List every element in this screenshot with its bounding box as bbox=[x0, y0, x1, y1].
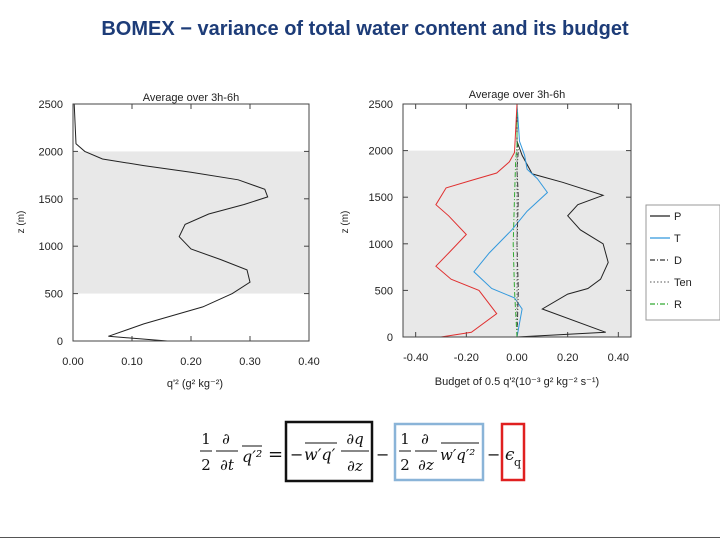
left-chart-ylabel: z (m) bbox=[16, 211, 27, 234]
eq-lhs-variance: q′² bbox=[242, 447, 262, 466]
eq-lhs-half-num: 1 bbox=[201, 430, 211, 448]
right-xtick-label-1: -0.20 bbox=[454, 352, 479, 364]
left-xtick-label-2: 0.20 bbox=[180, 356, 201, 368]
right-chart-lines bbox=[435, 103, 609, 338]
right-chart-ylabel: z (m) bbox=[340, 211, 351, 234]
legend-label-r: R bbox=[674, 299, 682, 311]
eq-lhs-partial: ∂ bbox=[222, 430, 230, 448]
eq-term2-box bbox=[393, 422, 485, 482]
eq-term3-box bbox=[500, 422, 526, 482]
left-chart-line-q-variance bbox=[73, 103, 269, 342]
right-chart-line-r bbox=[512, 104, 518, 338]
right-ytick-label-4: 2000 bbox=[369, 146, 393, 158]
right-chart-ticklabels: -0.40 -0.20 0.00 0.20 0.40 0 500 1000 1500 2000 25… bbox=[369, 99, 630, 364]
eq-term3-subscript: q bbox=[514, 456, 521, 469]
right-ytick-label-1: 500 bbox=[375, 285, 393, 297]
eq-equals: = bbox=[268, 444, 283, 465]
right-xtick-label-0: -0.40 bbox=[403, 352, 428, 364]
left-xtick-label-4: 0.40 bbox=[298, 356, 319, 368]
eq-term2-half-den: 2 bbox=[400, 456, 410, 474]
right-xtick-label-2: 0.00 bbox=[506, 352, 527, 364]
right-chart-legend: PTD Ten R bbox=[645, 204, 720, 321]
left-xtick-label-0: 0.00 bbox=[62, 356, 83, 368]
plots-panel: 0.00 0.10 0.20 0.30 0.40 0 500 1000 1500 2000 2500… bbox=[16, 89, 720, 390]
eq-term1-dz: ∂z bbox=[347, 457, 363, 475]
legend-box bbox=[645, 204, 720, 321]
right-chart-frame bbox=[402, 103, 632, 338]
right-chart-line-t bbox=[473, 103, 549, 338]
eq-lhs-dt: ∂t bbox=[220, 456, 235, 474]
left-chart-shaded-band bbox=[73, 151, 309, 294]
eq-minus-1: − bbox=[376, 445, 389, 464]
right-ytick-label-0: 0 bbox=[387, 332, 393, 344]
eq-term3-epsilon: ϵ bbox=[505, 445, 515, 465]
eq-term1-sign: − bbox=[290, 445, 303, 464]
eq-term2-partial: ∂ bbox=[421, 430, 429, 448]
left-ytick-label-2: 1000 bbox=[39, 241, 63, 253]
right-ytick-label-3: 1500 bbox=[369, 192, 393, 204]
eq-term1-dq: ∂q bbox=[346, 430, 363, 448]
left-ytick-label-1: 500 bbox=[45, 289, 63, 301]
eq-term1-box bbox=[284, 420, 374, 483]
slide-title: BOMEX − variance of total water content … bbox=[101, 18, 629, 40]
left-ytick-label-3: 1500 bbox=[39, 194, 63, 206]
eq-term2-dz: ∂z bbox=[418, 456, 434, 474]
right-chart-line-p bbox=[516, 104, 609, 338]
left-chart-title: Average over 3h-6h bbox=[143, 92, 239, 104]
left-ytick-label-0: 0 bbox=[57, 336, 63, 348]
legend-label-d: D bbox=[674, 255, 682, 267]
left-chart-ticklabels: 0.00 0.10 0.20 0.30 0.40 0 500 1000 1500 2000 2500 bbox=[39, 99, 320, 368]
eq-minus-2: − bbox=[487, 445, 500, 464]
bottom-rule bbox=[0, 537, 720, 538]
right-chart-title: Average over 3h-6h bbox=[469, 89, 565, 101]
eq-term2-flux: w′q′² bbox=[440, 446, 475, 464]
eq-term2-half-num: 1 bbox=[400, 430, 410, 448]
legend-label-t: T bbox=[674, 233, 681, 245]
left-xtick-label-3: 0.30 bbox=[239, 356, 260, 368]
left-ytick-label-4: 2000 bbox=[39, 146, 63, 158]
legend-label-p: P bbox=[674, 211, 681, 223]
left-chart-frame bbox=[72, 103, 310, 342]
eq-term1-flux: w′q′ bbox=[304, 445, 336, 464]
legend-label-ten: Ten bbox=[674, 277, 692, 289]
left-ytick-label-5: 2500 bbox=[39, 99, 63, 111]
left-chart-xlabel: q'² (g² kg⁻²) bbox=[167, 378, 223, 390]
right-chart-line-dissipation bbox=[435, 103, 518, 338]
right-chart-xlabel: Budget of 0.5 q'²(10⁻³ g² kg⁻² s⁻¹) bbox=[435, 376, 599, 388]
right-xtick-label-4: 0.40 bbox=[608, 352, 629, 364]
right-xtick-label-3: 0.20 bbox=[557, 352, 578, 364]
eq-lhs-half-den: 2 bbox=[201, 456, 211, 474]
right-ytick-label-2: 1000 bbox=[369, 239, 393, 251]
left-xtick-label-1: 0.10 bbox=[121, 356, 142, 368]
right-ytick-label-5: 2500 bbox=[369, 99, 393, 111]
